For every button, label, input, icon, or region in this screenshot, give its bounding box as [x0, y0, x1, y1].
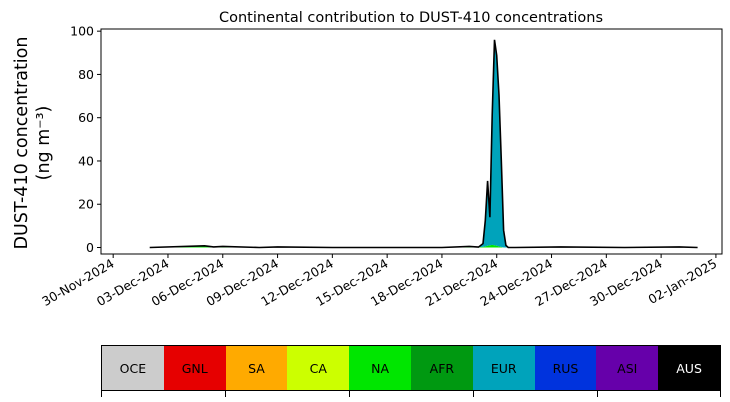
- legend-tick: [349, 391, 350, 397]
- legend-item-sa: SA: [225, 346, 288, 390]
- legend-tick: [225, 391, 226, 397]
- chart-title: Continental contribution to DUST-410 con…: [219, 10, 603, 26]
- legend-ticks: [101, 391, 721, 397]
- y-axis-label-line2: (ng m⁻³): [34, 106, 54, 181]
- legend-item-aus: AUS: [658, 346, 720, 390]
- legend-item-ca: CA: [287, 346, 350, 390]
- y-axis: 0 20 40 60 80 100: [70, 24, 101, 255]
- y-tick-label: 100: [70, 24, 94, 39]
- y-tick-label: 80: [78, 67, 94, 82]
- legend-tick: [597, 391, 598, 397]
- legend-item-gnl: GNL: [163, 346, 226, 390]
- y-tick-label: 20: [78, 197, 94, 212]
- y-tick-label: 60: [78, 110, 94, 125]
- y-tick-label: 40: [78, 153, 94, 168]
- area-na: [149, 244, 698, 248]
- legend-item-rus: RUS: [534, 346, 597, 390]
- total-line: [149, 39, 698, 249]
- y-axis-label-line1: DUST-410 concentration: [12, 37, 32, 250]
- y-axis-label: DUST-410 concentration (ng m⁻³): [12, 37, 54, 250]
- plot-frame: [100, 28, 723, 255]
- legend-tick: [101, 391, 102, 397]
- legend-tick: [720, 391, 721, 397]
- legend-item-na: NA: [349, 346, 411, 390]
- total-concentration-line: [149, 39, 698, 249]
- legend-tick: [473, 391, 474, 397]
- continent-legend: OCE GNL SA CA NA AFR EUR RUS ASI AUS: [101, 345, 721, 391]
- legend-item-afr: AFR: [410, 346, 473, 390]
- legend-item-eur: EUR: [472, 346, 535, 390]
- y-tick-label: 0: [86, 240, 94, 255]
- legend-item-asi: ASI: [596, 346, 659, 390]
- area-eur: [149, 39, 698, 248]
- x-axis: 30-Nov-202403-Dec-202406-Dec-202409-Dec-…: [39, 254, 719, 309]
- stacked-areas: [149, 39, 698, 248]
- legend-item-oce: OCE: [102, 346, 164, 390]
